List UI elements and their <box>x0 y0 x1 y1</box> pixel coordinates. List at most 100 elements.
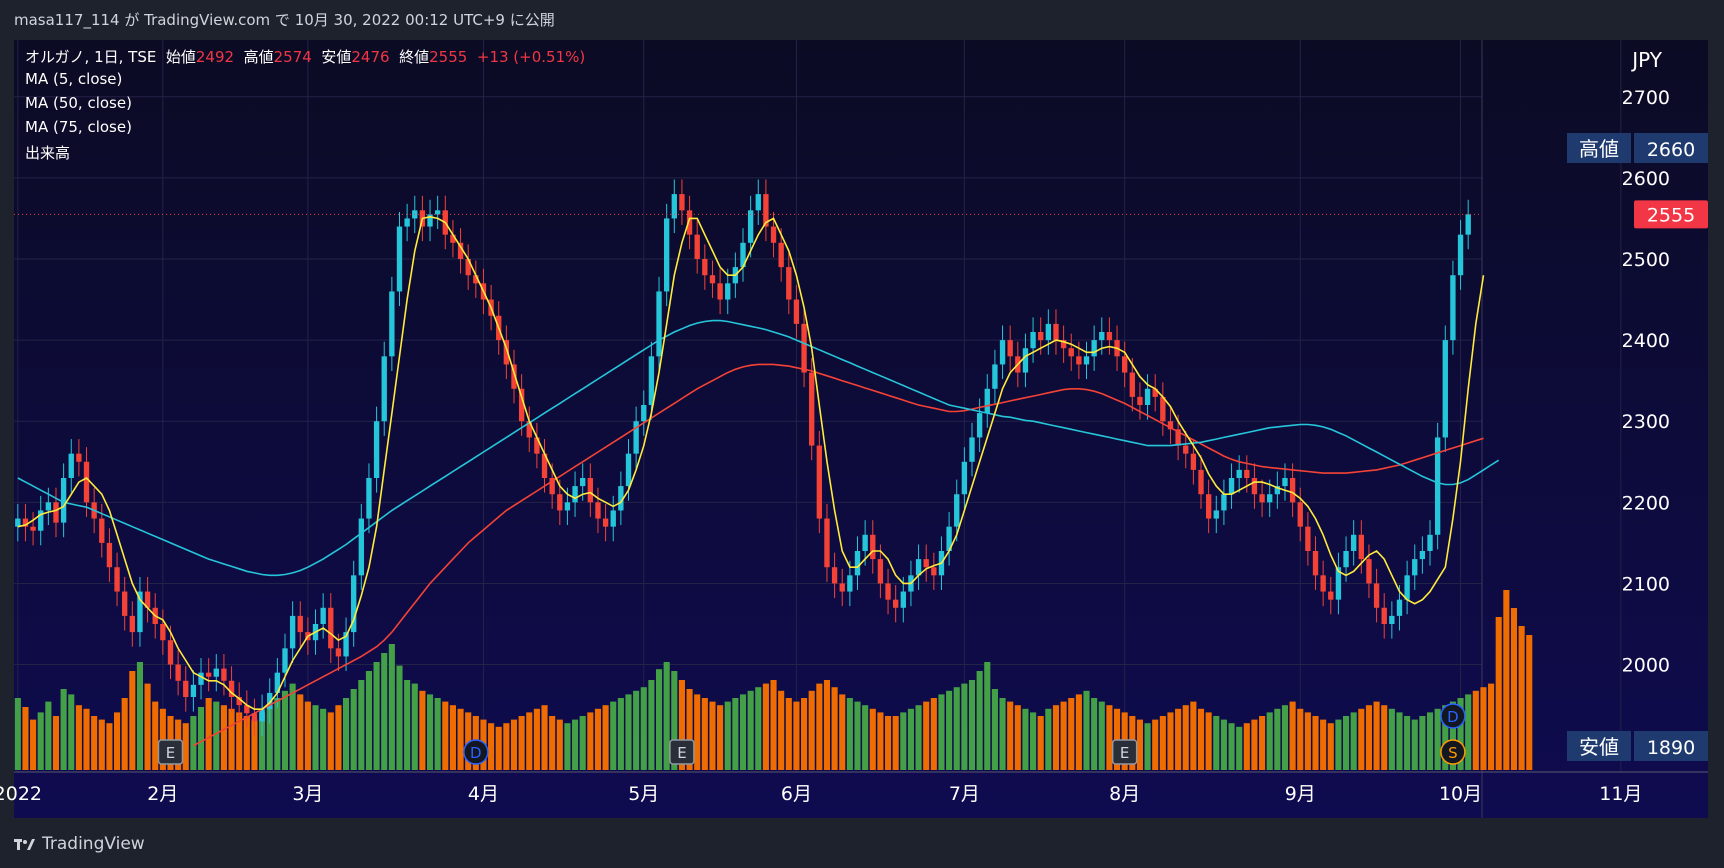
volume-bar <box>411 683 418 770</box>
candle-body <box>1427 534 1433 551</box>
indicator-ma75[interactable]: MA (75, close) <box>25 118 132 136</box>
volume-bar <box>60 689 67 770</box>
volume-bar <box>1426 712 1434 770</box>
candle-body <box>1312 551 1319 576</box>
x-tick-label: 11月 <box>1599 783 1642 805</box>
last-price-value: 2555 <box>1647 204 1695 226</box>
candle-body <box>641 405 647 422</box>
candle-body <box>1198 469 1204 495</box>
volume-bar <box>778 690 785 770</box>
candle-body <box>427 214 433 227</box>
candle-body <box>122 591 128 616</box>
candle-body <box>1183 445 1189 454</box>
candle-body <box>1190 453 1197 470</box>
volume-bar <box>541 705 548 770</box>
currency-label: JPY <box>1630 48 1663 72</box>
candle-body <box>801 323 807 373</box>
candle-body <box>1274 486 1281 495</box>
volume-bar <box>526 712 533 770</box>
volume-bar <box>259 712 266 770</box>
volume-bar <box>106 723 113 770</box>
candle-body <box>900 591 906 608</box>
indicator-ma50[interactable]: MA (50, close) <box>25 94 132 112</box>
y-tick-label: 2000 <box>1622 655 1670 677</box>
volume-bar <box>1381 705 1388 770</box>
volume-bar <box>633 690 640 770</box>
candle-body <box>1221 494 1227 511</box>
candle-body <box>1419 551 1426 560</box>
candle-body <box>725 283 731 300</box>
volume-bar <box>1014 705 1021 770</box>
volume-bar <box>877 712 884 770</box>
volume-bar <box>1091 698 1098 770</box>
volume-bar <box>1518 626 1525 770</box>
candle-body <box>892 599 899 608</box>
volume-bar <box>785 698 792 770</box>
x-tick-label: 4月 <box>468 783 499 805</box>
volume-bar <box>1297 708 1304 770</box>
volume-bar <box>129 671 136 770</box>
candle-body <box>76 453 82 462</box>
volume-bar <box>533 708 540 770</box>
x-tick-label: 7月 <box>949 783 980 805</box>
indicator-volume[interactable]: 出来高 <box>25 144 71 162</box>
volume-bar <box>671 671 678 770</box>
chart-background <box>14 40 1708 818</box>
volume-bar <box>312 705 319 770</box>
candle-body <box>954 494 960 527</box>
candle-body <box>1152 388 1158 397</box>
volume-bar <box>442 701 449 770</box>
volume-bar <box>1159 716 1166 770</box>
volume-bar <box>419 690 426 770</box>
volume-bar <box>1503 590 1510 770</box>
event-earnings-marker <box>669 739 695 765</box>
volume-bar <box>1266 712 1273 770</box>
volume-bar <box>770 680 777 770</box>
volume-bar <box>228 708 235 770</box>
footer-brand[interactable]: TradingView <box>14 832 145 856</box>
volume-bar <box>1396 712 1403 770</box>
candle-body <box>633 421 639 454</box>
volume-bar <box>281 690 289 770</box>
candle-body <box>328 607 334 649</box>
volume-bar <box>37 712 44 770</box>
volume-bar <box>1289 701 1296 770</box>
legend-high-label: 高値 <box>243 48 274 66</box>
legend-high-value: 2574 <box>273 48 312 66</box>
volume-bar <box>999 698 1006 770</box>
volume-bar <box>1404 716 1411 770</box>
volume-bar <box>1281 705 1289 770</box>
candle-body <box>931 567 937 576</box>
candle-body <box>434 210 441 215</box>
indicator-ma5[interactable]: MA (5, close) <box>25 70 123 88</box>
candle-body <box>160 624 166 641</box>
volume-bar <box>717 705 724 770</box>
candle-body <box>1396 599 1403 616</box>
volume-bar <box>610 701 617 770</box>
volume-bar <box>144 683 151 770</box>
candle-body <box>1091 340 1097 357</box>
candle-body <box>549 478 555 495</box>
candle-body <box>30 526 36 531</box>
volume-bar <box>503 723 510 770</box>
candle-body <box>1038 332 1044 341</box>
volume-bar <box>1320 719 1327 770</box>
volume-bar <box>297 694 304 770</box>
volume-bar <box>1060 701 1067 770</box>
candle-body <box>1022 348 1029 373</box>
volume-bar <box>732 698 739 770</box>
candle-body <box>190 684 197 697</box>
volume-bar <box>915 705 922 770</box>
candle-body <box>694 234 700 259</box>
volume-bar <box>1312 716 1319 770</box>
candle-body <box>602 518 609 527</box>
volume-bar <box>182 723 189 770</box>
volume-bar <box>289 683 296 770</box>
volume-bar <box>923 701 930 770</box>
candle-body <box>1076 356 1082 365</box>
candle-body <box>709 275 716 284</box>
candle-body <box>358 518 364 576</box>
candle-body <box>335 648 342 657</box>
volume-bar <box>1495 617 1502 770</box>
